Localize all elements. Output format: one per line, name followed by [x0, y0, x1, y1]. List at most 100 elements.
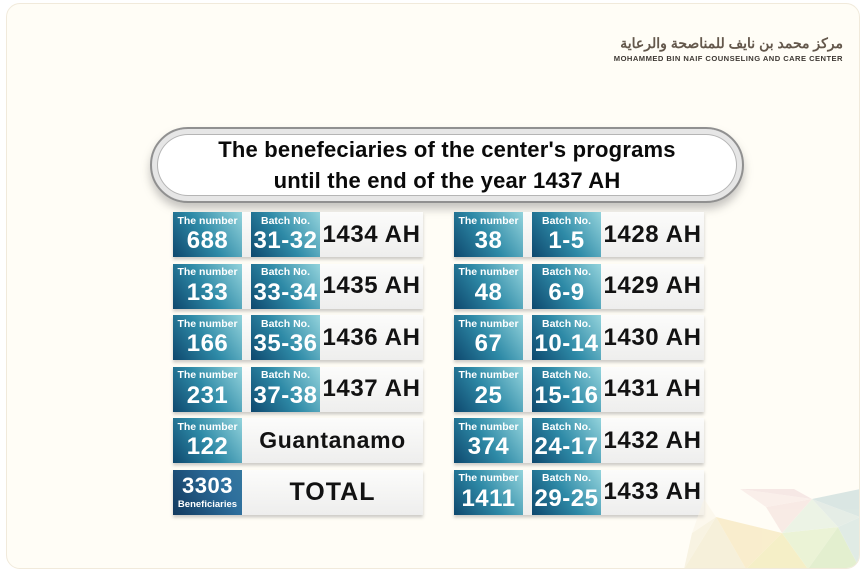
table-row: The number 122 Guantanamo [173, 418, 423, 463]
batch-caption: Batch No. [541, 266, 591, 279]
number-caption: The number [177, 317, 238, 330]
table-row: The number 374 Batch No. 24-17 1432 AH [454, 418, 704, 463]
batch-cell: Batch No. 33-34 [251, 263, 320, 309]
batch-cell: Batch No. 6-9 [532, 263, 601, 309]
number-cell: The number 374 [454, 418, 523, 463]
number-cell: The number 1411 [454, 469, 523, 515]
table-row: The number 133 Batch No. 33-34 1435 AH [173, 263, 423, 309]
number-value: 48 [474, 278, 503, 306]
number-value: 25 [474, 381, 503, 409]
slide: مركز محمد بن نايف للمناصحة والرعاية MOHA… [6, 3, 860, 569]
batch-caption: Batch No. [260, 266, 310, 279]
row-label: Guantanamo [259, 427, 406, 453]
number-value: 3303 [182, 472, 233, 498]
batch-caption: Batch No. [541, 214, 591, 227]
batch-caption: Batch No. [260, 369, 310, 382]
batch-value: 24-17 [534, 433, 599, 461]
number-caption: The number [177, 420, 238, 433]
number-cell: 3303 Beneficiaries [173, 469, 242, 515]
batch-caption: Batch No. [260, 317, 310, 330]
number-cell: The number 122 [173, 418, 242, 463]
number-caption: The number [458, 472, 519, 485]
logo-arabic-title: مركز محمد بن نايف للمناصحة والرعاية [620, 35, 843, 51]
slide-title-line2: until the end of the year 1437 AH [273, 168, 621, 193]
batch-caption: Batch No. [541, 369, 591, 382]
number-caption: The number [458, 369, 519, 382]
row-label: 1428 AH [603, 220, 702, 248]
number-value: 38 [474, 227, 503, 255]
batch-value: 37-38 [253, 381, 318, 409]
table-row: 3303 Beneficiaries TOTAL [173, 469, 423, 515]
batch-cell: Batch No. 35-36 [251, 315, 320, 360]
slide-title-line1: The benefeciaries of the center's progra… [218, 136, 676, 162]
corner-polygon-decoration [684, 489, 859, 568]
number-cell: The number 48 [454, 263, 523, 309]
table-row: The number 231 Batch No. 37-38 1437 AH [173, 366, 423, 412]
batch-cell: Batch No. 24-17 [532, 418, 601, 463]
table-row: The number 25 Batch No. 15-16 1431 AH [454, 366, 704, 412]
number-value: 133 [186, 278, 229, 306]
number-caption: The number [458, 420, 519, 433]
batch-caption: Batch No. [541, 317, 591, 330]
center-logo: مركز محمد بن نايف للمناصحة والرعاية MOHA… [614, 35, 843, 63]
beneficiaries-table-right-column: The number 38 Batch No. 1-5 1428 AH The … [454, 212, 704, 515]
batch-value: 6-9 [548, 278, 585, 306]
number-value: 166 [186, 330, 229, 358]
batch-caption: Batch No. [541, 472, 591, 485]
number-value: 1411 [461, 484, 516, 512]
batch-value: 10-14 [534, 330, 599, 358]
number-cell: The number 25 [454, 366, 523, 412]
batch-cell: Batch No. 31-32 [251, 212, 320, 257]
batch-cell: Batch No. 1-5 [532, 212, 601, 257]
row-label: 1429 AH [603, 272, 702, 299]
table-row: The number 67 Batch No. 10-14 1430 AH [454, 315, 704, 360]
batch-value: 33-34 [253, 278, 318, 306]
number-sub-label: Beneficiaries [177, 498, 238, 510]
batch-value: 29-25 [534, 484, 599, 512]
number-cell: The number 38 [454, 212, 523, 257]
row-label: 1431 AH [603, 375, 702, 402]
logo-english-title: MOHAMMED BIN NAIF COUNSELING AND CARE CE… [613, 53, 843, 63]
number-caption: The number [458, 266, 519, 279]
batch-cell: Batch No. 37-38 [251, 366, 320, 412]
row-label: 1432 AH [603, 426, 702, 454]
row-label: 1436 AH [322, 323, 421, 351]
table-row: The number 166 Batch No. 35-36 1436 AH [173, 315, 423, 360]
row-label: 1434 AH [322, 220, 421, 248]
table-row: The number 38 Batch No. 1-5 1428 AH [454, 212, 704, 257]
number-value: 688 [186, 227, 229, 255]
table-row: The number 48 Batch No. 6-9 1429 AH [454, 263, 704, 309]
batch-cell: Batch No. 29-25 [532, 469, 601, 515]
number-value: 67 [474, 330, 503, 358]
row-label: 1430 AH [603, 323, 702, 351]
number-cell: The number 67 [454, 315, 523, 360]
number-cell: The number 166 [173, 315, 242, 360]
number-value: 122 [186, 433, 229, 461]
number-cell: The number 688 [173, 212, 242, 257]
number-caption: The number [458, 214, 519, 227]
number-caption: The number [458, 317, 519, 330]
number-value: 231 [186, 381, 229, 409]
slide-title-pill: The benefeciaries of the center's progra… [150, 127, 744, 203]
number-cell: The number 231 [173, 366, 242, 412]
row-label: 1437 AH [322, 375, 421, 402]
row-label: TOTAL [289, 477, 376, 506]
batch-caption: Batch No. [260, 214, 310, 227]
batch-cell: Batch No. 15-16 [532, 366, 601, 412]
number-cell: The number 133 [173, 263, 242, 309]
table-row: The number 688 Batch No. 31-32 1434 AH [173, 212, 423, 257]
batch-value: 1-5 [548, 227, 585, 255]
batch-value: 31-32 [253, 227, 318, 255]
number-caption: The number [177, 214, 238, 227]
beneficiaries-table-left-column: The number 688 Batch No. 31-32 1434 AH T… [173, 212, 423, 515]
batch-caption: Batch No. [541, 420, 591, 433]
batch-cell: Batch No. 10-14 [532, 315, 601, 360]
number-caption: The number [177, 369, 238, 382]
row-label: 1433 AH [603, 478, 702, 505]
table-row: The number 1411 Batch No. 29-25 1433 AH [454, 469, 704, 515]
batch-value: 15-16 [534, 381, 599, 409]
batch-value: 35-36 [253, 330, 318, 358]
number-value: 374 [467, 433, 510, 461]
number-caption: The number [177, 266, 238, 279]
